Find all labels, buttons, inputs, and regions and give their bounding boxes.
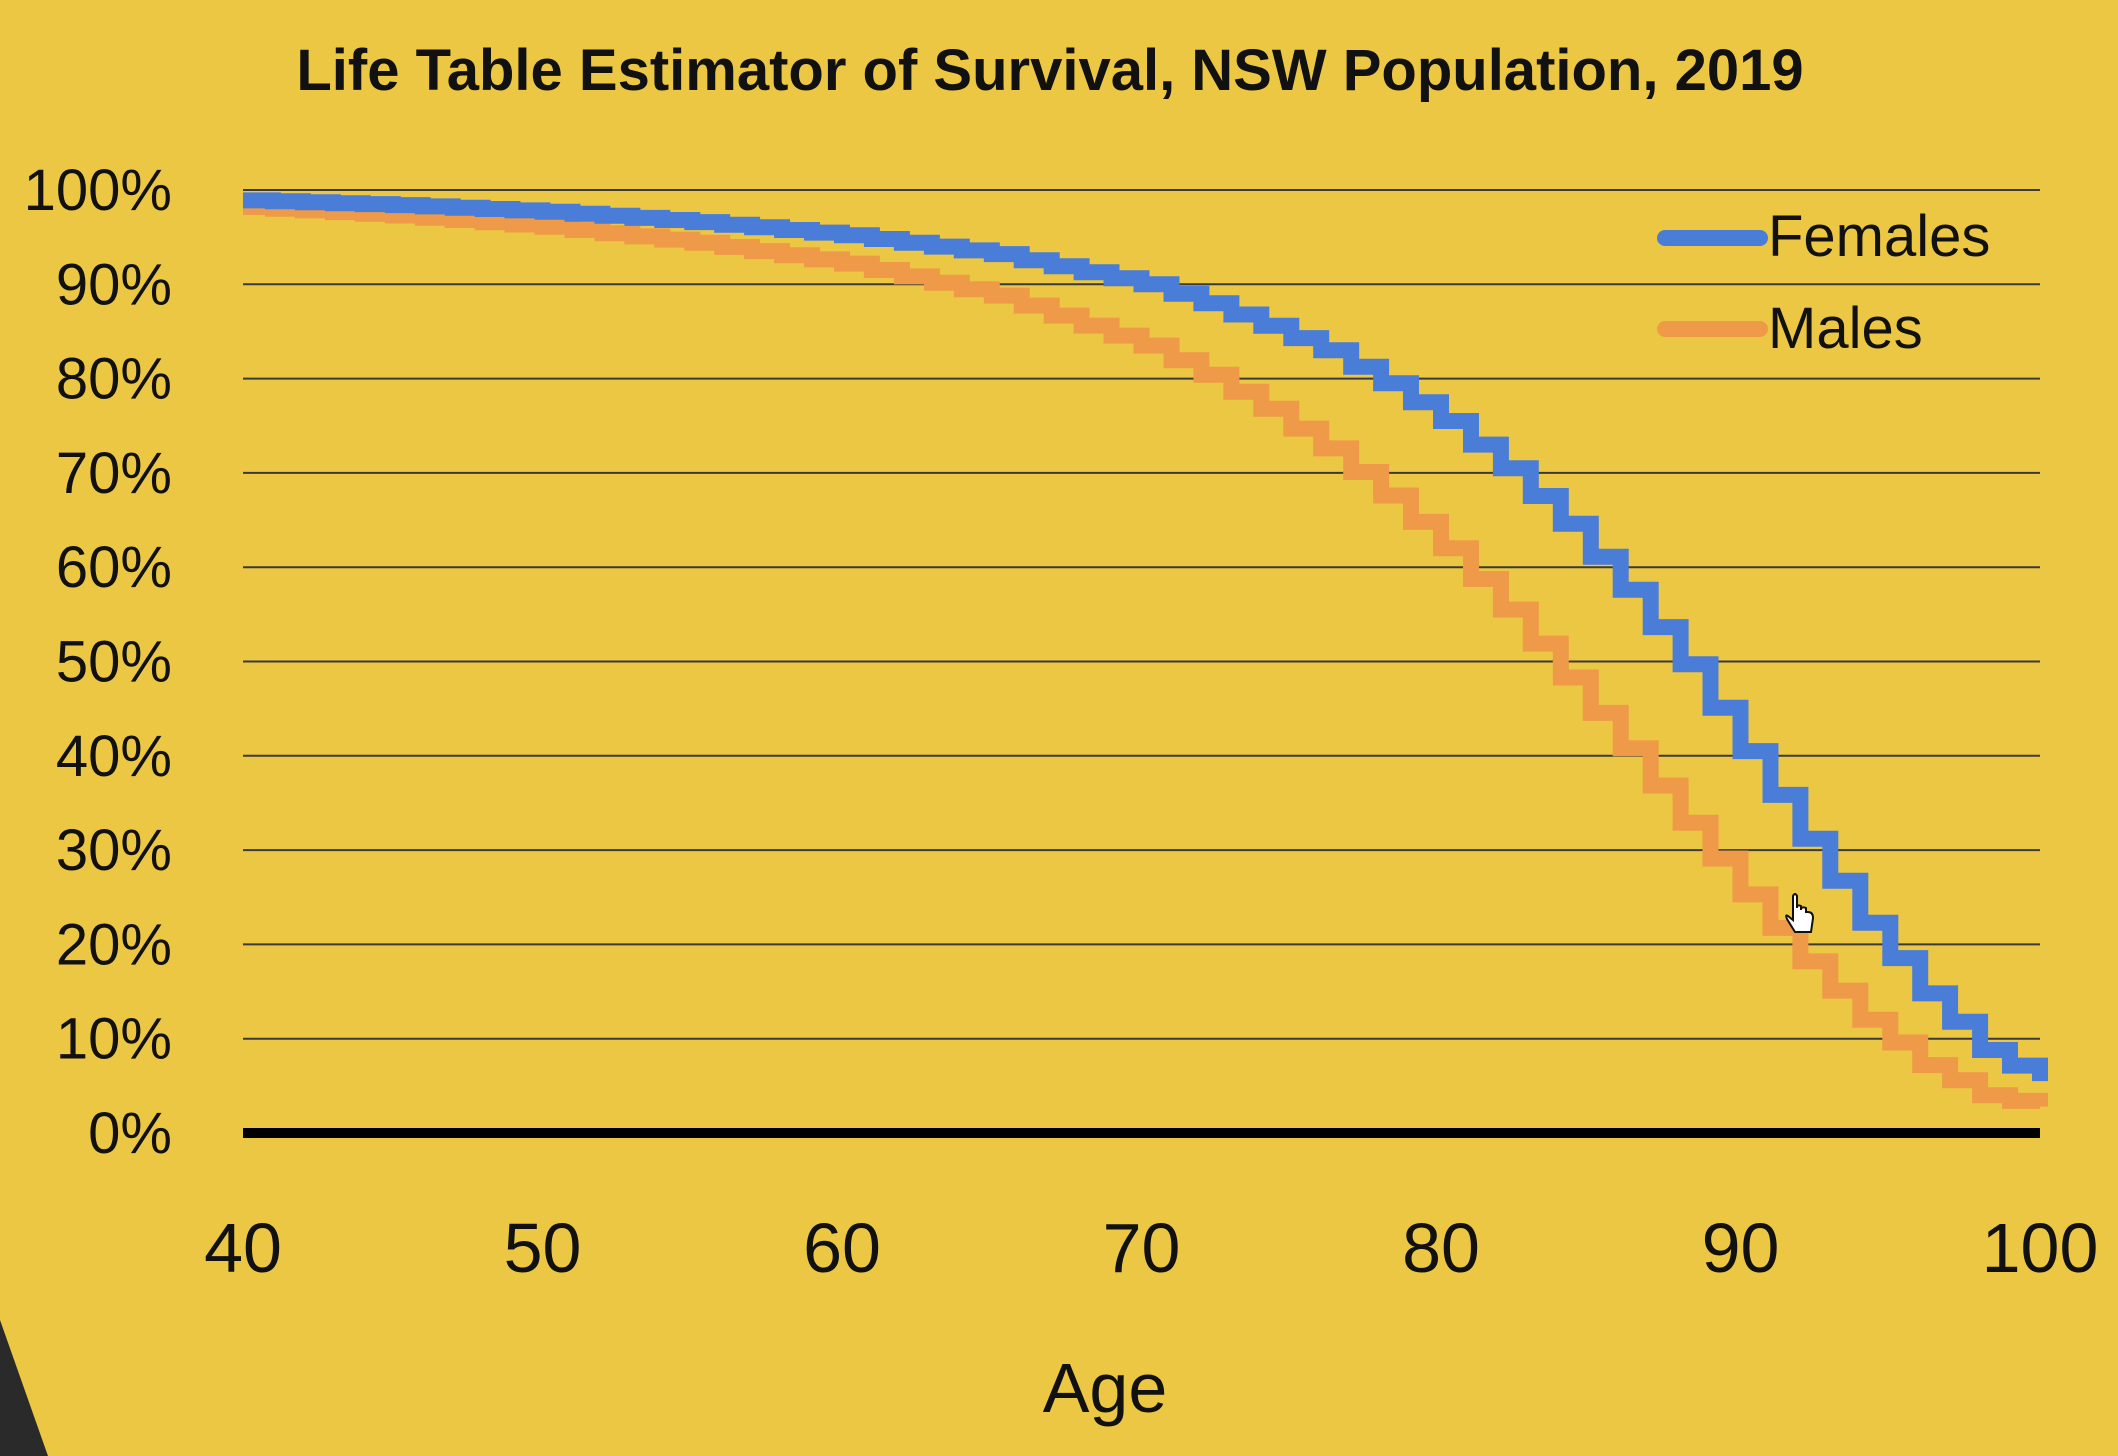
legend-label-males: Males <box>1768 296 1923 361</box>
y-tick-label: 70% <box>56 441 172 506</box>
mouse-cursor-icon <box>1785 893 1815 933</box>
y-tick-label: 0% <box>88 1101 172 1166</box>
x-tick-label: 70 <box>1103 1209 1181 1287</box>
x-tick-label: 100 <box>1982 1209 2099 1287</box>
y-tick-label: 50% <box>56 630 172 695</box>
x-tick-label: 80 <box>1402 1209 1480 1287</box>
x-axis-label: Age <box>1043 1349 1168 1427</box>
y-tick-label: 90% <box>56 252 172 317</box>
corner-decoration <box>0 1320 48 1456</box>
chart-title: Life Table Estimator of Survival, NSW Po… <box>296 38 1803 103</box>
x-tick-label: 60 <box>803 1209 881 1287</box>
y-tick-label: 100% <box>24 158 172 223</box>
legend-label-females: Females <box>1768 204 1990 269</box>
y-tick-label: 30% <box>56 818 172 883</box>
y-tick-label: 60% <box>56 535 172 600</box>
x-tick-label: 50 <box>504 1209 582 1287</box>
legend: Females Males <box>1657 204 1990 361</box>
x-tick-label: 40 <box>204 1209 282 1287</box>
y-tick-label: 80% <box>56 347 172 412</box>
x-tick-label: 90 <box>1702 1209 1780 1287</box>
y-tick-label: 40% <box>56 724 172 789</box>
x-tick-labels: 40 50 60 70 80 90 100 <box>204 1209 2098 1287</box>
y-tick-labels: 0% 10% 20% 30% 40% 50% 60% 70% 80% 90% 100% <box>24 158 172 1166</box>
series-line-females <box>243 192 2048 1082</box>
y-tick-label: 10% <box>56 1007 172 1072</box>
y-tick-label: 20% <box>56 912 172 977</box>
series-lines <box>243 192 2048 1109</box>
series-line-males <box>243 199 2048 1109</box>
